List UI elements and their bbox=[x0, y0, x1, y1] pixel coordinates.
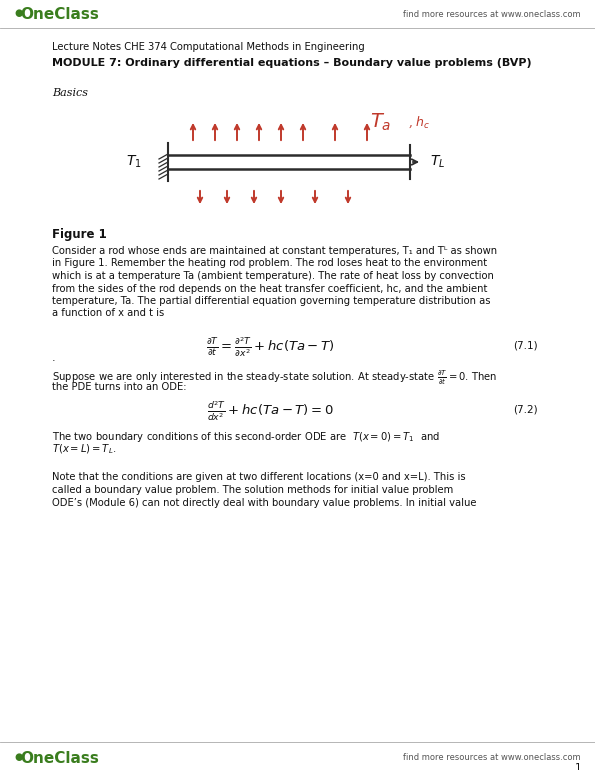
Text: $T_1$: $T_1$ bbox=[126, 154, 142, 170]
Text: (7.2): (7.2) bbox=[513, 404, 538, 414]
Text: find more resources at www.oneclass.com: find more resources at www.oneclass.com bbox=[403, 10, 581, 19]
Text: .: . bbox=[52, 353, 55, 363]
Text: which is at a temperature Ta (ambient temperature). The rate of heat loss by con: which is at a temperature Ta (ambient te… bbox=[52, 271, 494, 281]
Text: ●: ● bbox=[14, 8, 23, 18]
Text: Basics: Basics bbox=[52, 88, 88, 98]
Text: Lecture Notes CHE 374 Computational Methods in Engineering: Lecture Notes CHE 374 Computational Meth… bbox=[52, 42, 365, 52]
Text: MODULE 7: Ordinary differential equations – Boundary value problems (BVP): MODULE 7: Ordinary differential equation… bbox=[52, 58, 531, 68]
Text: OneClass: OneClass bbox=[20, 751, 99, 766]
Text: Suppose we are only interested in the steady-state solution. At steady-state $\f: Suppose we are only interested in the st… bbox=[52, 369, 497, 387]
Text: a function of x and t is: a function of x and t is bbox=[52, 309, 164, 319]
Text: ODE’s (Module 6) can not directly deal with boundary value problems. In initial : ODE’s (Module 6) can not directly deal w… bbox=[52, 497, 477, 507]
Text: Consider a rod whose ends are maintained at constant temperatures, T₁ and Tᴸ as : Consider a rod whose ends are maintained… bbox=[52, 246, 497, 256]
Text: from the sides of the rod depends on the heat transfer coefficient, hc, and the : from the sides of the rod depends on the… bbox=[52, 283, 487, 293]
Text: (7.1): (7.1) bbox=[513, 340, 538, 350]
Text: , $h_c$: , $h_c$ bbox=[408, 115, 431, 130]
Text: ●: ● bbox=[14, 752, 23, 762]
Text: $\frac{\partial T}{\partial t} = \frac{\partial^2 T}{\partial x^2} + hc(Ta-T)$: $\frac{\partial T}{\partial t} = \frac{\… bbox=[206, 335, 334, 359]
Text: temperature, Ta. The partial differential equation governing temperature distrib: temperature, Ta. The partial differentia… bbox=[52, 296, 490, 306]
Text: $T(x=L) = T_L$.: $T(x=L) = T_L$. bbox=[52, 442, 117, 456]
Text: called a ​boundary value problem​. The solution methods for ​initial value probl: called a ​boundary value problem​. The s… bbox=[52, 485, 453, 495]
Text: 1: 1 bbox=[574, 763, 581, 770]
Text: in Figure 1. Remember the heating rod problem. The rod loses heat to the environ: in Figure 1. Remember the heating rod pr… bbox=[52, 259, 487, 269]
Text: Note that the conditions are given at two different locations (x=0 and x=L). Thi: Note that the conditions are given at tw… bbox=[52, 473, 466, 483]
Text: $\frac{d^2T}{dx^2} + hc(Ta-T) = 0$: $\frac{d^2T}{dx^2} + hc(Ta-T) = 0$ bbox=[206, 400, 333, 424]
Text: The two boundary conditions of this second-order ODE are  $T(x=0) = T_1$  and: The two boundary conditions of this seco… bbox=[52, 430, 440, 444]
Text: $T_a$: $T_a$ bbox=[370, 112, 392, 133]
Text: OneClass: OneClass bbox=[20, 7, 99, 22]
Text: Figure 1: Figure 1 bbox=[52, 228, 107, 241]
Text: $T_L$: $T_L$ bbox=[430, 154, 445, 170]
Text: the PDE turns into an ODE:: the PDE turns into an ODE: bbox=[52, 381, 186, 391]
Text: find more resources at www.oneclass.com: find more resources at www.oneclass.com bbox=[403, 753, 581, 762]
